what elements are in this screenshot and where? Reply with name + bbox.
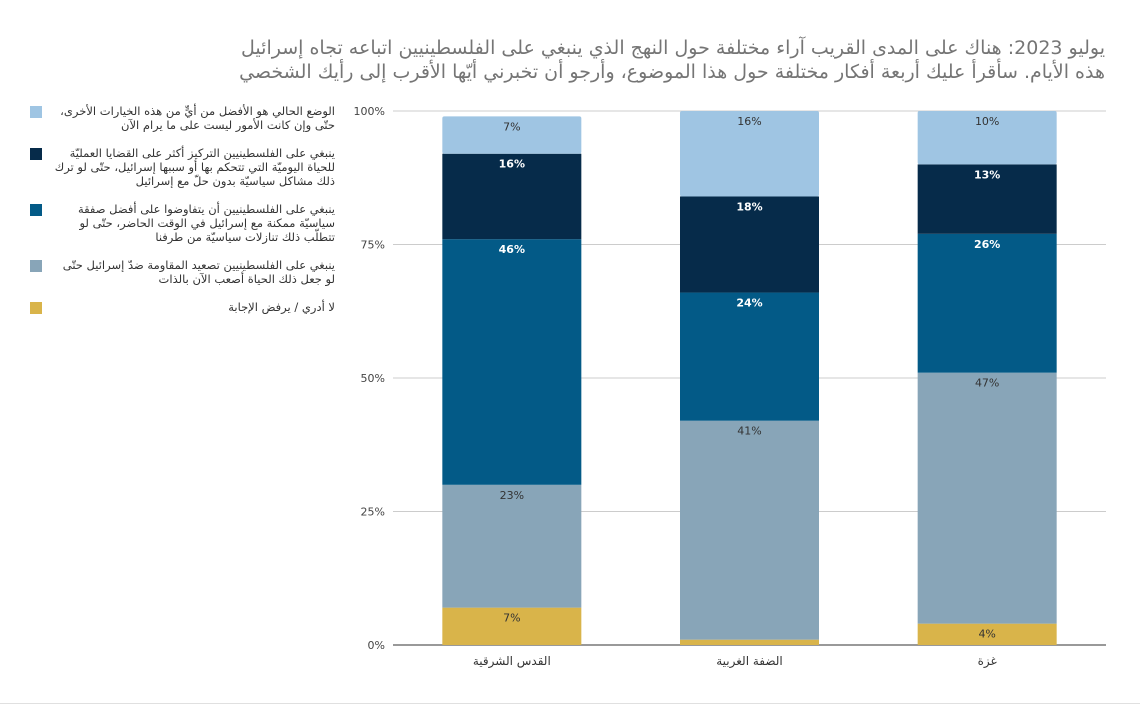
- bar-segment: [442, 239, 582, 485]
- chart-title-line-2: هذه الأيام. سأقرأ عليك أربعة أفكار مختلف…: [239, 61, 1105, 83]
- bar-segment: [442, 484, 582, 608]
- bar-segment: [680, 420, 819, 640]
- data-label: 18%: [736, 200, 762, 213]
- y-tick-label: 50%: [361, 372, 385, 385]
- data-label: 16%: [737, 115, 761, 128]
- legend-label: لا أدري / يرفض الإجابة: [228, 300, 335, 314]
- x-category-label: غزة: [978, 654, 997, 669]
- legend-item: الوضع الحالي هو الأفضل من أيٍّ من هذه ال…: [30, 104, 335, 132]
- legend-item: لا أدري / يرفض الإجابة: [30, 300, 335, 314]
- y-tick-label: 0%: [368, 639, 385, 652]
- data-label: 7%: [503, 612, 520, 625]
- legend-label: ينبغي على الفلسطينيين أن يتفاوضوا على أف…: [77, 202, 335, 244]
- y-tick-label: 75%: [361, 239, 385, 252]
- bar-segment: [917, 164, 1057, 234]
- data-label: 23%: [500, 489, 524, 502]
- legend-item: ينبغي على الفلسطينيين التركيز أكثر على ا…: [30, 146, 335, 188]
- bottom-divider: [0, 703, 1140, 704]
- legend-item: ينبغي على الفلسطينيين أن يتفاوضوا على أف…: [30, 202, 335, 244]
- chart-title: يوليو 2023: هناك على المدى القريب آراء م…: [145, 36, 1105, 84]
- bar-segment: [680, 639, 819, 645]
- data-label: 47%: [975, 377, 999, 390]
- legend-swatch: [30, 106, 42, 118]
- bar-segment: [917, 111, 1057, 165]
- bar-segment: [680, 196, 819, 293]
- legend-label: ينبغي على الفلسطينيين تصعيد المقاومة ضدّ…: [62, 258, 335, 286]
- x-category-label: الضفة الغربية: [716, 654, 783, 669]
- data-label: 4%: [978, 628, 995, 641]
- bar-segment: [917, 372, 1057, 624]
- chart-legend: الوضع الحالي هو الأفضل من أيٍّ من هذه ال…: [30, 104, 335, 328]
- legend-item: ينبغي على الفلسطينيين تصعيد المقاومة ضدّ…: [30, 258, 335, 286]
- legend-swatch: [30, 260, 42, 272]
- legend-swatch: [30, 204, 42, 216]
- chart-title-line-1: يوليو 2023: هناك على المدى القريب آراء م…: [241, 37, 1105, 59]
- data-label: 10%: [975, 115, 999, 128]
- bar-segment: [680, 111, 819, 197]
- bar-segment: [442, 116, 582, 154]
- data-label: 13%: [974, 168, 1000, 181]
- data-label: 24%: [736, 297, 762, 310]
- legend-label: الوضع الحالي هو الأفضل من أيٍّ من هذه ال…: [60, 104, 335, 132]
- data-label: 41%: [737, 425, 761, 438]
- x-category-label: القدس الشرقية: [473, 654, 551, 669]
- data-label: 46%: [499, 243, 525, 256]
- bar-segment: [442, 607, 582, 645]
- legend-swatch: [30, 148, 42, 160]
- y-tick-label: 25%: [361, 506, 385, 519]
- data-label: 26%: [974, 238, 1000, 251]
- data-label: 16%: [499, 158, 525, 171]
- legend-label: ينبغي على الفلسطينيين التركيز أكثر على ا…: [54, 146, 335, 188]
- bar-segment: [680, 292, 819, 421]
- y-tick-label: 100%: [354, 105, 385, 118]
- bar-segment: [917, 623, 1057, 645]
- bar-segment: [442, 153, 582, 240]
- bar-segment: [917, 233, 1057, 373]
- data-label: 7%: [503, 120, 520, 133]
- legend-swatch: [30, 302, 42, 314]
